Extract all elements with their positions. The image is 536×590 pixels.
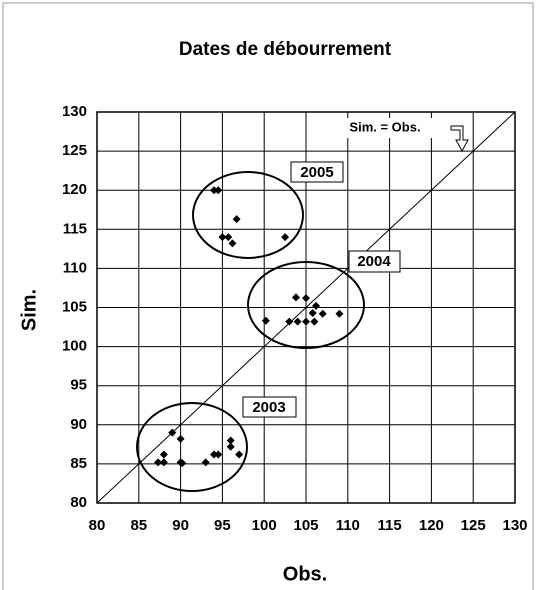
chart-title: Dates de débourrement xyxy=(179,39,392,60)
point xyxy=(232,215,241,224)
x-tick-label: 130 xyxy=(502,517,527,534)
x-tick-label: 115 xyxy=(377,517,401,534)
point xyxy=(210,186,219,195)
x-tick-label: 110 xyxy=(336,517,360,534)
y-tick-label: 110 xyxy=(63,259,87,276)
annotation: 2005 xyxy=(300,164,333,181)
x-tick-label: 85 xyxy=(130,517,147,534)
x-tick-label: 90 xyxy=(172,517,189,534)
x-tick-label: 105 xyxy=(293,517,318,534)
point xyxy=(228,239,237,248)
point xyxy=(214,186,223,195)
group-ellipse xyxy=(136,402,248,492)
label-box xyxy=(348,250,401,273)
point xyxy=(176,434,185,443)
point xyxy=(302,317,310,326)
point xyxy=(201,458,210,467)
label-bg xyxy=(325,118,445,138)
point xyxy=(285,317,294,326)
point xyxy=(308,308,317,317)
x-tick-label: 120 xyxy=(419,517,444,534)
arrow xyxy=(450,125,469,153)
y-tick-label: 95 xyxy=(70,377,87,394)
y-tick-label: 120 xyxy=(62,181,87,198)
x-axis-label: Obs. xyxy=(283,563,327,585)
point xyxy=(310,317,319,326)
point xyxy=(302,294,310,303)
y-axis-label: Sim. xyxy=(18,289,40,331)
point xyxy=(210,450,219,459)
x-tick-label: 100 xyxy=(252,517,277,534)
point xyxy=(226,442,235,451)
y-tick-label: 85 xyxy=(70,455,87,472)
y-tick-label: 130 xyxy=(62,103,87,120)
identity-line xyxy=(96,111,516,504)
point xyxy=(235,450,244,459)
point xyxy=(168,428,177,437)
point xyxy=(224,233,233,242)
point xyxy=(159,450,168,459)
x-tick-label: 125 xyxy=(461,517,486,534)
point xyxy=(226,436,235,445)
y-tick-label: 115 xyxy=(63,220,87,237)
annotation: 2003 xyxy=(252,399,285,416)
point xyxy=(218,233,227,242)
point xyxy=(159,458,168,467)
point xyxy=(214,450,223,459)
group-ellipse xyxy=(247,261,365,349)
y-tick-label: 125 xyxy=(62,142,87,159)
point xyxy=(335,309,344,318)
y-tick-label: 100 xyxy=(62,338,87,355)
group-ellipse xyxy=(192,171,304,259)
x-tick-label: 80 xyxy=(89,517,106,534)
y-tick-label: 80 xyxy=(70,494,87,511)
x-tick-label: 95 xyxy=(214,517,231,534)
point xyxy=(154,458,163,467)
point xyxy=(312,301,321,310)
y-tick-label: 105 xyxy=(62,298,87,315)
point xyxy=(178,459,187,468)
point xyxy=(291,293,300,302)
point xyxy=(261,316,270,325)
y-tick-label: 90 xyxy=(70,416,87,433)
annotation: Sim. = Obs. xyxy=(349,119,420,134)
point xyxy=(281,233,290,242)
label-box xyxy=(242,396,297,418)
point xyxy=(318,309,327,318)
point xyxy=(293,317,302,326)
annotation: 2004 xyxy=(357,253,391,270)
label-box xyxy=(290,161,344,183)
